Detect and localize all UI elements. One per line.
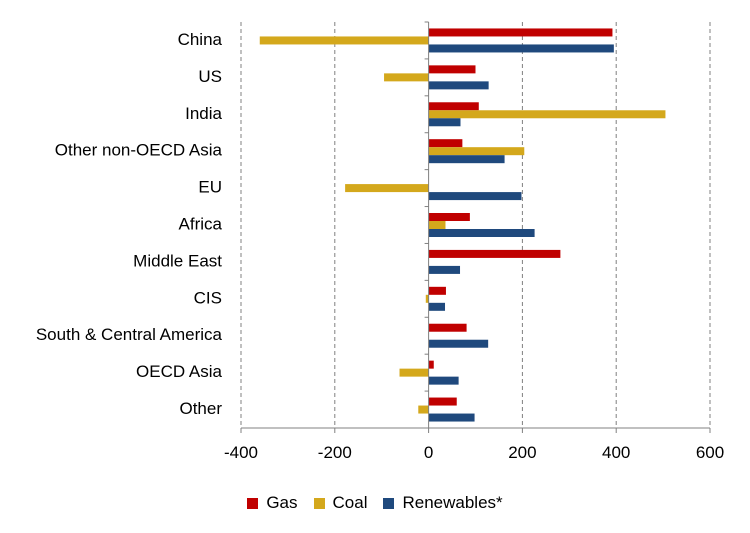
- bar-coal-eu: [345, 184, 429, 193]
- bar-gas-othernonoecdasia: [428, 139, 463, 148]
- category-label: Africa: [179, 214, 223, 233]
- category-labels: China US India Other non-OECD Asia EU Africa M…: [36, 30, 223, 418]
- bar-coal-china: [259, 36, 429, 45]
- category-label: Other: [179, 399, 222, 418]
- legend-label-renewables: Renewables*: [402, 493, 503, 512]
- bar-coal-other: [418, 405, 429, 414]
- category-label: India: [185, 104, 222, 123]
- legend-item-gas: Gas: [247, 493, 298, 513]
- bar-coal-africa: [428, 221, 446, 229]
- category-label: China: [178, 30, 223, 49]
- x-tick-label: 200: [508, 443, 536, 462]
- legend-swatch-renewables: [383, 497, 395, 509]
- category-label: US: [198, 67, 222, 86]
- bar-renewables-othernonoecdasia: [428, 155, 505, 164]
- chart: China US India Other non-OECD Asia EU Africa M…: [36, 21, 724, 462]
- bar-renewables-cis: [428, 302, 446, 311]
- bar-gas-africa: [428, 213, 470, 221]
- bars: [259, 28, 666, 422]
- category-label: Middle East: [133, 251, 222, 270]
- bar-renewables-southcentralamerica: [428, 339, 489, 348]
- tick-labels: -400 -200 0 200 400 600: [224, 443, 724, 462]
- legend: Gas Coal Renewables*: [0, 493, 750, 513]
- axes: [240, 21, 711, 433]
- legend-swatch-gas: [247, 497, 259, 509]
- legend-label-gas: Gas: [266, 493, 298, 512]
- category-label: Other non-OECD Asia: [55, 141, 223, 160]
- bar-coal-othernonoecdasia: [428, 147, 525, 156]
- bar-gas-india: [428, 102, 479, 111]
- x-tick-label: -200: [318, 443, 352, 462]
- bar-gas-other: [428, 397, 457, 406]
- category-label: EU: [198, 178, 222, 197]
- bar-renewables-africa: [428, 229, 535, 237]
- legend-label-coal: Coal: [332, 493, 368, 512]
- bar-renewables-middleeast: [428, 265, 461, 274]
- bar-renewables-eu: [428, 192, 522, 201]
- bar-gas-oecdasia: [428, 360, 434, 369]
- bar-gas-us: [428, 65, 476, 74]
- category-label: South & Central America: [36, 325, 223, 344]
- x-tick-label: 400: [602, 443, 630, 462]
- bar-renewables-other: [428, 413, 475, 422]
- legend-item-renewables: Renewables*: [383, 493, 503, 513]
- bar-coal-oecdasia: [399, 368, 429, 377]
- bar-renewables-india: [428, 118, 461, 127]
- bar-gas-cis: [428, 286, 446, 295]
- bar-gas-southcentralamerica: [428, 323, 467, 332]
- legend-swatch-coal: [313, 497, 325, 509]
- bar-renewables-oecdasia: [428, 376, 459, 385]
- bar-coal-cis: [425, 294, 429, 303]
- x-tick-label: 0: [424, 443, 433, 462]
- legend-item-coal: Coal: [313, 493, 368, 513]
- bar-renewables-us: [428, 81, 489, 90]
- bar-gas-middleeast: [428, 249, 561, 258]
- category-label: CIS: [194, 288, 222, 307]
- bar-coal-us: [384, 73, 429, 82]
- x-tick-label: -400: [224, 443, 258, 462]
- bar-renewables-china: [428, 44, 614, 53]
- bar-gas-china: [428, 28, 613, 37]
- x-tick-label: 600: [696, 443, 724, 462]
- grid-lines: [240, 22, 711, 428]
- bar-coal-india: [428, 110, 666, 119]
- category-label: OECD Asia: [136, 362, 223, 381]
